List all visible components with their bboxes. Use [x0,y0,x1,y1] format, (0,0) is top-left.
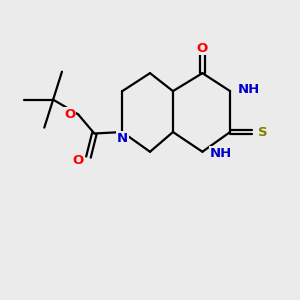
Text: O: O [197,42,208,55]
Text: O: O [64,108,75,121]
Text: NH: NH [210,147,232,160]
Text: O: O [73,154,84,166]
Text: N: N [117,132,128,145]
Text: S: S [258,125,268,139]
Text: NH: NH [238,83,260,96]
